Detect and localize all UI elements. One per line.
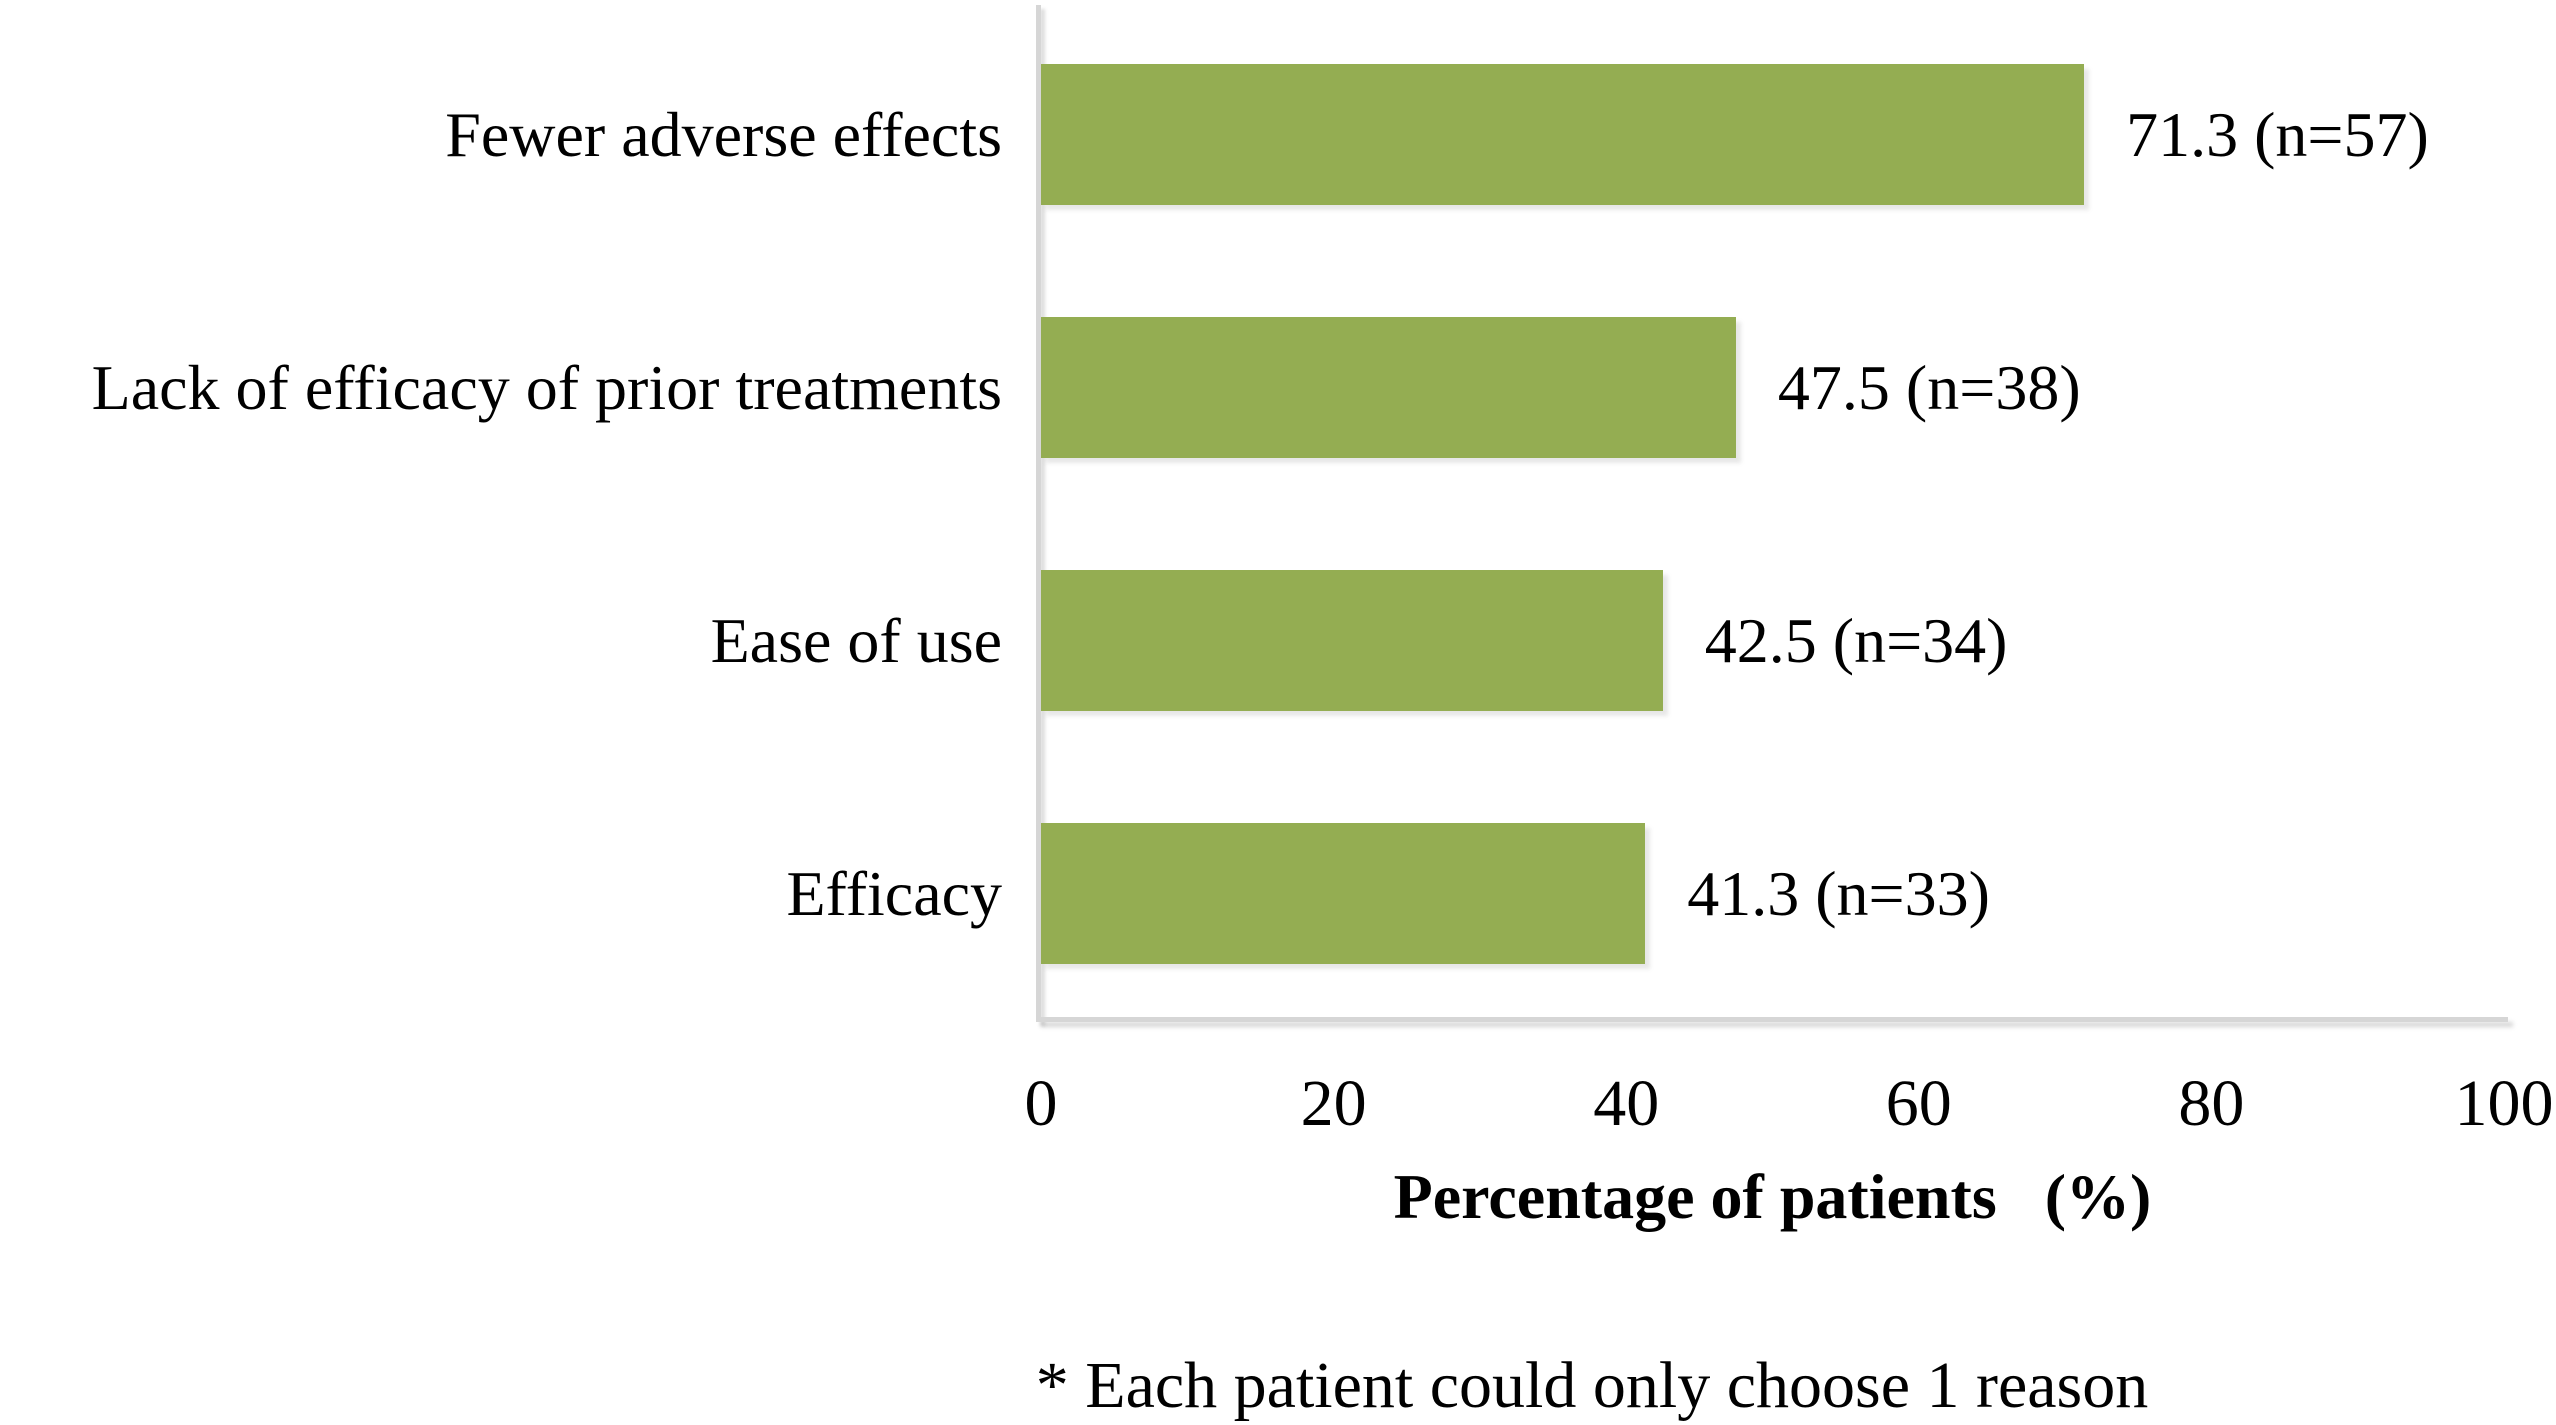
bar-row: 47.5 (n=38) (1041, 261, 2504, 514)
category-label: Efficacy (786, 857, 1002, 929)
bar-row: 71.3 (n=57) (1041, 8, 2504, 261)
category-label-row: Fewer adverse effects (0, 8, 1002, 261)
x-tick-label: 0 (1024, 1067, 1058, 1140)
bar (1041, 823, 1646, 964)
category-label: Lack of efficacy of prior treatments (91, 351, 1002, 423)
x-axis-ticks: 0 20 40 60 80 100 (1025, 1062, 2554, 1146)
chart-footnote: * Each patient could only choose 1 reaso… (1035, 1349, 2149, 1422)
category-label-row: Efficacy (0, 767, 1002, 1020)
x-tick-label: 20 (1300, 1067, 1367, 1140)
category-label-row: Lack of efficacy of prior treatments (0, 261, 1002, 514)
bar (1041, 64, 2085, 205)
bar-value-label: 41.3 (n=33) (1687, 857, 1990, 929)
bar-row: 41.3 (n=33) (1041, 767, 2504, 1020)
x-tick-label: 40 (1593, 1067, 1660, 1140)
category-label: Fewer adverse effects (445, 98, 1002, 170)
bar (1041, 570, 1663, 711)
x-axis-line (1036, 1017, 2508, 1022)
bar-row: 42.5 (n=34) (1041, 514, 2504, 767)
x-tick-label: 80 (2178, 1067, 2245, 1140)
x-axis-title: Percentage of patients (%) (1393, 1161, 2152, 1232)
bar-value-label: 42.5 (n=34) (1704, 604, 2008, 676)
bar (1041, 317, 1736, 458)
y-axis-line (1036, 5, 1041, 1022)
x-tick-label: 100 (2454, 1067, 2554, 1140)
category-label-row: Ease of use (0, 514, 1002, 767)
category-labels: Fewer adverse effects Lack of efficacy of… (0, 8, 1002, 1020)
bar-value-label: 47.5 (n=38) (1777, 351, 2081, 423)
bar-value-label: 71.3 (n=57) (2126, 98, 2429, 170)
category-label: Ease of use (710, 604, 1002, 676)
plot-area: 71.3 (n=57) 47.5 (n=38) 42.5 (n=34) 41.3 (n… (1041, 8, 2504, 1020)
x-tick-label: 60 (1885, 1067, 1952, 1140)
